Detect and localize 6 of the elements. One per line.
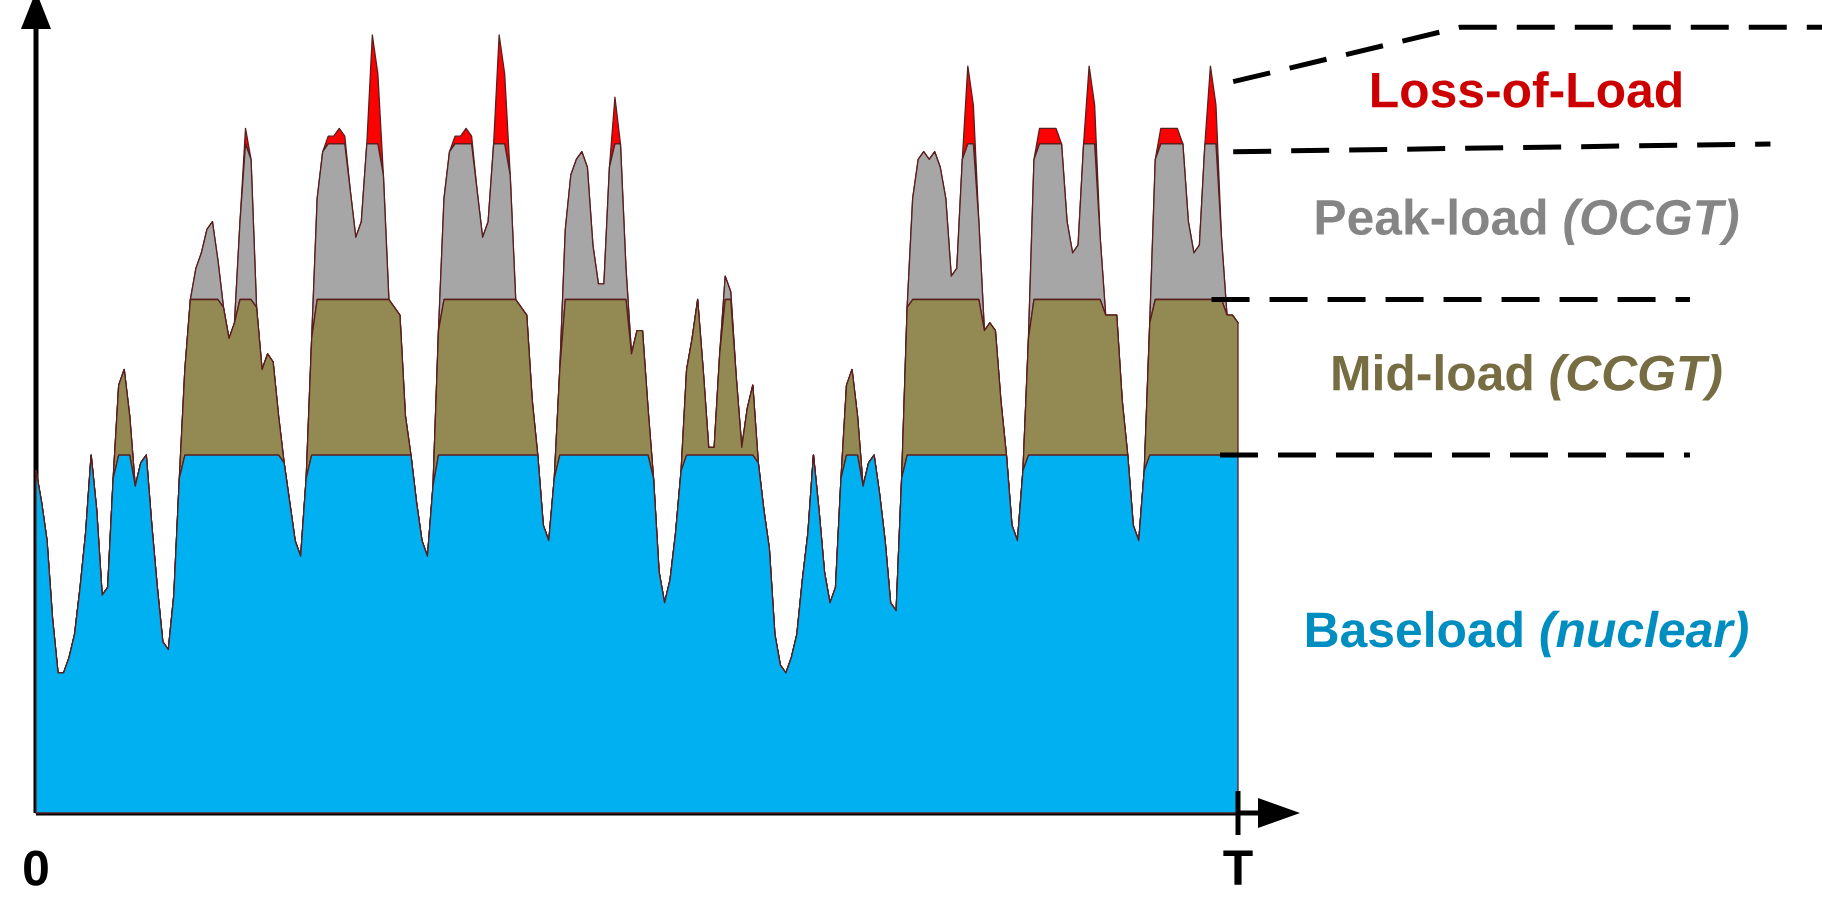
x-tick-label: 0 bbox=[24, 850, 48, 886]
series-label: Baseload (nuclear) bbox=[1306, 610, 1748, 658]
series-label: Mid-load (CCGT) bbox=[1333, 354, 1722, 401]
text: Loss-of-Load bbox=[1372, 71, 1681, 108]
x-tick-label: T bbox=[1223, 850, 1253, 885]
series-label: Peak-load (OCGT) bbox=[1316, 198, 1739, 245]
